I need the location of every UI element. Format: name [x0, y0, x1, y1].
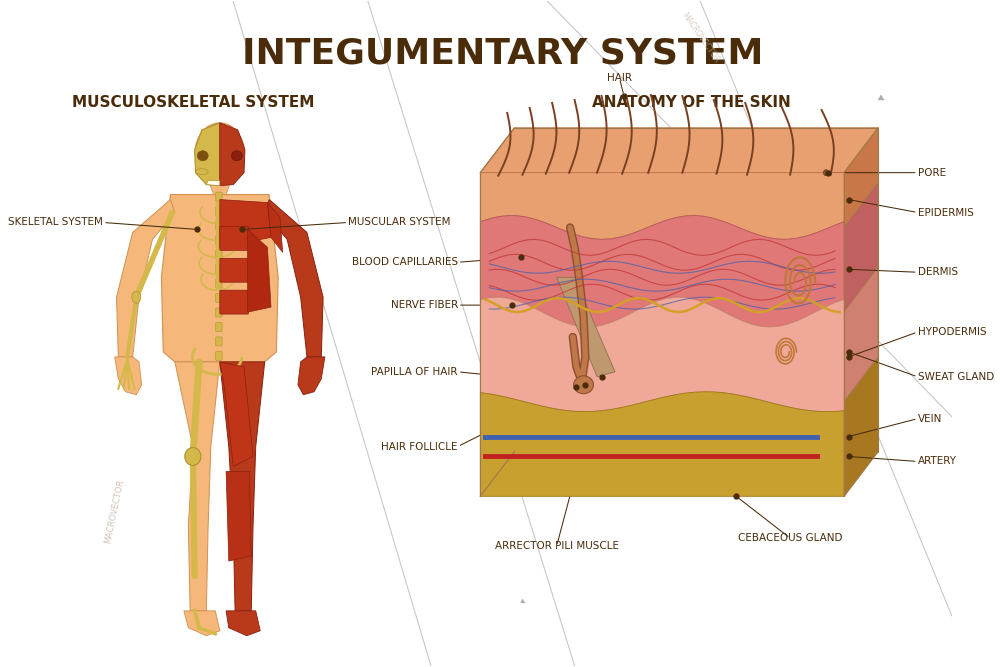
Text: MUSCULOSKELETAL SYSTEM: MUSCULOSKELETAL SYSTEM	[72, 95, 314, 111]
FancyBboxPatch shape	[216, 250, 222, 259]
Text: MUSCULAR SYSTEM: MUSCULAR SYSTEM	[348, 217, 451, 227]
Polygon shape	[298, 357, 325, 395]
Polygon shape	[265, 199, 323, 357]
Text: ANATOMY OF THE SKIN: ANATOMY OF THE SKIN	[592, 95, 791, 111]
Polygon shape	[220, 199, 271, 247]
Polygon shape	[248, 229, 271, 312]
Polygon shape	[480, 173, 844, 239]
Text: PAPILLA OF HAIR: PAPILLA OF HAIR	[371, 367, 458, 377]
Ellipse shape	[195, 123, 245, 183]
Ellipse shape	[197, 151, 208, 161]
Polygon shape	[480, 392, 844, 496]
Text: VEIN: VEIN	[918, 414, 942, 424]
FancyBboxPatch shape	[216, 235, 222, 245]
FancyBboxPatch shape	[216, 265, 222, 273]
Polygon shape	[844, 267, 878, 402]
FancyBboxPatch shape	[216, 221, 222, 230]
Text: CEBACEOUS GLAND: CEBACEOUS GLAND	[738, 533, 842, 543]
Polygon shape	[557, 277, 615, 377]
Polygon shape	[206, 181, 220, 185]
Text: HAIR: HAIR	[607, 73, 632, 83]
FancyBboxPatch shape	[216, 322, 222, 331]
Text: NERVE FIBER: NERVE FIBER	[391, 300, 458, 310]
Polygon shape	[220, 123, 245, 185]
Polygon shape	[480, 128, 878, 173]
Polygon shape	[226, 472, 251, 561]
Polygon shape	[844, 183, 878, 312]
Polygon shape	[226, 611, 260, 636]
Ellipse shape	[574, 376, 593, 394]
Text: EPIDERMIS: EPIDERMIS	[918, 207, 974, 217]
FancyBboxPatch shape	[220, 290, 249, 314]
Text: BLOOD CAPILLARIES: BLOOD CAPILLARIES	[352, 257, 458, 267]
FancyBboxPatch shape	[216, 293, 222, 302]
Text: ▸: ▸	[519, 595, 528, 606]
Polygon shape	[195, 123, 220, 185]
FancyBboxPatch shape	[216, 279, 222, 288]
Polygon shape	[480, 215, 844, 327]
Text: PORE: PORE	[918, 167, 946, 177]
Ellipse shape	[196, 169, 208, 175]
FancyBboxPatch shape	[220, 227, 249, 250]
Text: SWEAT GLAND: SWEAT GLAND	[918, 372, 994, 382]
Polygon shape	[844, 128, 878, 227]
Text: MACROVECTOR: MACROVECTOR	[104, 478, 126, 544]
Polygon shape	[844, 357, 878, 496]
Ellipse shape	[185, 448, 201, 466]
Ellipse shape	[231, 151, 242, 161]
Polygon shape	[220, 362, 253, 466]
Ellipse shape	[823, 169, 829, 175]
FancyBboxPatch shape	[216, 192, 222, 201]
Polygon shape	[175, 362, 220, 611]
Text: HYPODERMIS: HYPODERMIS	[918, 327, 986, 337]
Polygon shape	[480, 297, 844, 412]
Polygon shape	[208, 179, 231, 195]
Text: HAIR FOLLICLE: HAIR FOLLICLE	[381, 442, 458, 452]
FancyBboxPatch shape	[216, 207, 222, 215]
FancyBboxPatch shape	[216, 337, 222, 346]
Text: DERMIS: DERMIS	[918, 267, 958, 277]
Text: MACROVECTOR: MACROVECTOR	[680, 11, 721, 65]
Text: ▸: ▸	[875, 91, 887, 106]
FancyBboxPatch shape	[216, 308, 222, 317]
Ellipse shape	[132, 291, 141, 303]
Polygon shape	[267, 203, 283, 252]
Text: INTEGUMENTARY SYSTEM: INTEGUMENTARY SYSTEM	[242, 36, 763, 70]
Polygon shape	[220, 362, 265, 611]
Text: ARRECTOR PILI MUSCLE: ARRECTOR PILI MUSCLE	[495, 541, 619, 551]
Text: SKELETAL SYSTEM: SKELETAL SYSTEM	[8, 217, 103, 227]
Text: ARTERY: ARTERY	[918, 456, 957, 466]
FancyBboxPatch shape	[220, 258, 249, 282]
FancyBboxPatch shape	[216, 352, 222, 360]
Polygon shape	[115, 357, 142, 395]
Polygon shape	[117, 199, 175, 357]
Polygon shape	[184, 611, 220, 636]
Polygon shape	[161, 195, 278, 362]
